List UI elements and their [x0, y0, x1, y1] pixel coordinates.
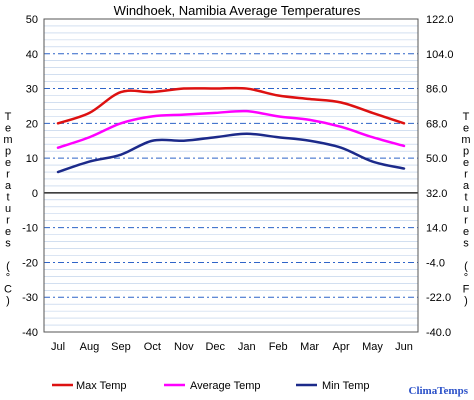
y-tick-left-label: 20: [26, 118, 38, 130]
y-tick-right-label: 68.0: [426, 118, 447, 130]
y-tick-left-label: 50: [26, 14, 38, 26]
legend-label: Average Temp: [190, 380, 261, 392]
brand-logo: ClimaTemps: [409, 385, 469, 397]
chart-title: Windhoek, Namibia Average Temperatures: [114, 3, 361, 18]
y-tick-right-label: 104.0: [426, 49, 454, 61]
x-tick-label: Feb: [269, 341, 288, 353]
x-tick-label: Nov: [174, 341, 194, 353]
y-tick-left-label: 30: [26, 84, 38, 96]
x-tick-label: Sep: [111, 341, 131, 353]
plot-frame: [43, 18, 419, 333]
y-tick-right-label: 122.0: [426, 14, 454, 26]
y-tick-right-label: -22.0: [426, 292, 451, 304]
legend-label: Max Temp: [76, 380, 127, 392]
x-tick-label: Jun: [395, 341, 413, 353]
y-axis-left: 50 40 30 20 10 0 -10 -20 -30 -40: [22, 14, 38, 339]
x-axis: Jul Aug Sep Oct Nov Dec Jan Feb Mar Apr May Jun: [51, 341, 413, 353]
y-tick-left-label: -40: [22, 327, 38, 339]
x-tick-label: Jan: [238, 341, 256, 353]
y-tick-right-label: -40.0: [426, 327, 451, 339]
y-tick-right-label: 32.0: [426, 188, 447, 200]
grid-layer: [44, 25, 418, 326]
series-layer: [56, 86, 406, 174]
x-tick-label: Apr: [333, 341, 350, 353]
y-tick-left-label: -30: [22, 292, 38, 304]
y-tick-left-label: 0: [32, 188, 38, 200]
x-tick-label: Dec: [205, 341, 225, 353]
y-tick-left-label: 40: [26, 49, 38, 61]
y-tick-left-label: 10: [26, 153, 38, 165]
legend-label: Min Temp: [322, 380, 369, 392]
y-tick-left-label: -20: [22, 257, 38, 269]
series-line-average-temp: [56, 109, 406, 149]
y-tick-right-label: 86.0: [426, 84, 447, 96]
x-tick-label: Aug: [80, 341, 100, 353]
series-line-min-temp: [56, 132, 406, 174]
y-axis-right: 122.0 104.0 86.0 68.0 50.0 32.0 14.0 -4.0 -22.0 -…: [426, 14, 454, 339]
x-tick-label: Oct: [144, 341, 161, 353]
y-tick-right-label: 50.0: [426, 153, 447, 165]
x-tick-label: Mar: [300, 341, 319, 353]
x-tick-label: May: [362, 341, 383, 353]
x-tick-label: Jul: [51, 341, 65, 353]
series-line-max-temp: [56, 86, 406, 125]
y-tick-right-label: 14.0: [426, 223, 447, 235]
y-tick-left-label: -10: [22, 223, 38, 235]
y-tick-right-label: -4.0: [426, 257, 445, 269]
legend: Max Temp Average Temp Min Temp: [52, 380, 369, 392]
